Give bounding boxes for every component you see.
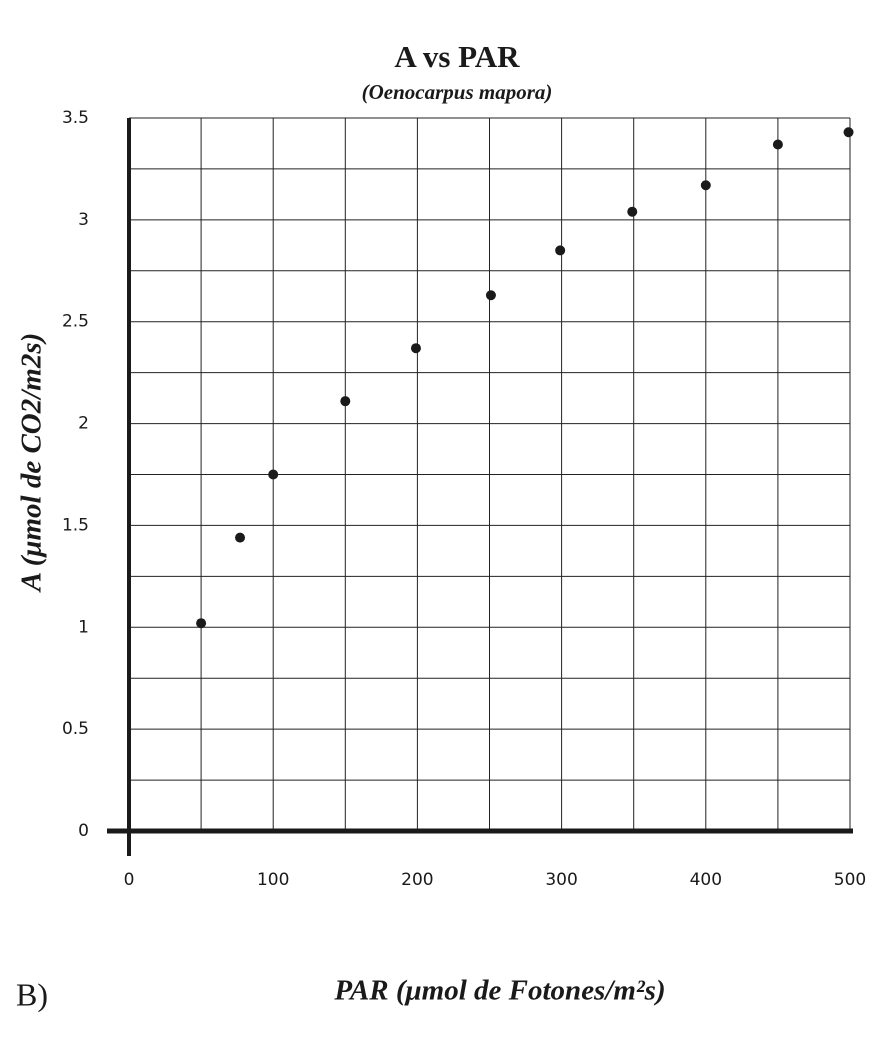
x-axis-label: PAR (μmol de Fotones/m²s) bbox=[333, 975, 665, 1007]
data-point bbox=[410, 343, 421, 354]
y-tick-label: 1.5 bbox=[62, 515, 89, 535]
x-tick-label: 500 bbox=[834, 870, 866, 890]
x-tick-label: 200 bbox=[401, 870, 433, 890]
y-tick-label: 2 bbox=[78, 414, 89, 434]
x-tick-label: 300 bbox=[545, 870, 577, 890]
data-point bbox=[485, 290, 496, 301]
chart-subtitle: (Oenocarpus mapora) bbox=[362, 80, 553, 104]
data-point bbox=[235, 532, 246, 543]
data-point bbox=[196, 618, 207, 629]
data-point bbox=[700, 180, 711, 191]
data-point bbox=[555, 245, 566, 256]
x-tick-label: 100 bbox=[257, 870, 289, 890]
x-tick-label: 0 bbox=[124, 870, 135, 890]
y-tick-label: 0.5 bbox=[62, 719, 89, 739]
y-axis-label: A (μmol de CO2/m2s) bbox=[16, 333, 48, 594]
panel-label: B) bbox=[16, 976, 48, 1012]
y-tick-label: 1 bbox=[78, 617, 89, 637]
x-tick-label: 400 bbox=[690, 870, 722, 890]
data-point bbox=[843, 127, 854, 138]
data-point bbox=[340, 396, 351, 407]
chart-title: A vs PAR bbox=[394, 39, 520, 74]
y-tick-label: 3.5 bbox=[62, 108, 89, 128]
y-tick-label: 3 bbox=[78, 210, 89, 230]
data-point bbox=[268, 469, 279, 480]
data-point bbox=[772, 139, 783, 150]
y-tick-label: 2.5 bbox=[62, 312, 89, 332]
y-tick-label: 0 bbox=[78, 821, 89, 841]
data-point bbox=[627, 206, 638, 217]
